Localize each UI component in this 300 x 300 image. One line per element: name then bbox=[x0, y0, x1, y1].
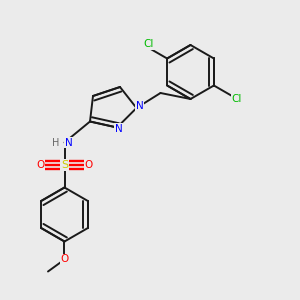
Text: O: O bbox=[36, 160, 45, 170]
Text: H: H bbox=[52, 137, 59, 148]
Text: Cl: Cl bbox=[144, 39, 154, 50]
Text: Cl: Cl bbox=[231, 94, 242, 104]
Text: S: S bbox=[61, 160, 68, 170]
Text: N: N bbox=[136, 100, 143, 111]
Text: N: N bbox=[115, 124, 122, 134]
Text: O: O bbox=[60, 254, 69, 265]
Text: O: O bbox=[84, 160, 93, 170]
Text: N: N bbox=[65, 137, 73, 148]
